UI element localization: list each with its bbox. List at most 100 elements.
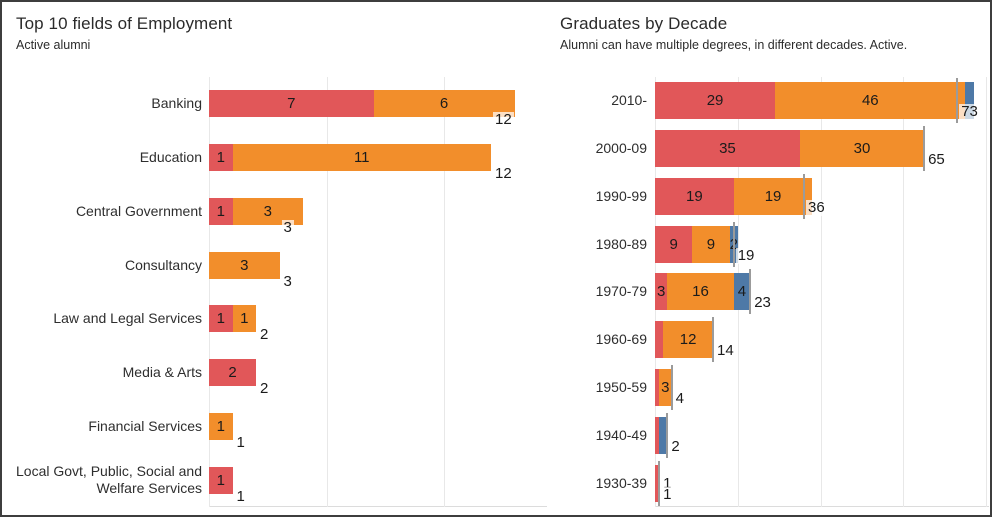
total-reference-line	[956, 78, 959, 124]
bar-row: 1980-8999219	[560, 220, 989, 268]
segment-value-label: 29	[706, 92, 724, 110]
total-reference-line	[712, 317, 714, 363]
bar-segment-orange[interactable]: 12	[663, 321, 713, 359]
total-label: 3	[281, 218, 294, 236]
segment-value-label: 1	[216, 202, 225, 220]
segment-value-label: 7	[287, 95, 296, 113]
gridline	[903, 77, 905, 507]
bar-segment-red[interactable]	[655, 321, 664, 359]
gridline	[820, 77, 822, 507]
stacked-bar: 992	[655, 225, 738, 263]
total-label: 4	[673, 389, 686, 407]
segment-value-label: 46	[861, 92, 879, 110]
bar-segment-orange[interactable]: 3	[209, 251, 280, 279]
category-label: 1960-69	[595, 331, 647, 348]
bar-segment-blue[interactable]	[659, 416, 668, 454]
employment-fields-chart: Top 10 fields of Employment Active alumn…	[16, 12, 550, 512]
bar-segment-red[interactable]: 1	[209, 197, 233, 225]
segment-value-label: 9	[706, 235, 716, 253]
gridline	[326, 77, 328, 507]
bar-segment-red[interactable]: 7	[209, 90, 374, 118]
bar-segment-orange[interactable]: 9	[692, 225, 730, 263]
employment-chart-title: Top 10 fields of Employment	[16, 14, 233, 33]
bar-segment-red[interactable]: 3	[655, 273, 668, 311]
stacked-bar: 3 16 4	[655, 273, 751, 311]
bar-segment-blue[interactable]: 4	[733, 273, 751, 311]
bar-segment-orange[interactable]: 1	[209, 412, 233, 440]
total-reference-line	[666, 412, 669, 458]
stacked-bar: 29 46	[655, 82, 974, 120]
total-reference-line	[732, 221, 735, 267]
bar-segment-red[interactable]: 29	[655, 82, 776, 120]
segment-value-label: 1	[216, 149, 225, 167]
total-label: 65	[926, 151, 947, 169]
stacked-bar	[655, 416, 668, 454]
total-label: 14	[715, 342, 736, 360]
bar-segment-red[interactable]: 19	[655, 177, 734, 215]
bar-segment-orange[interactable]: 6	[373, 90, 515, 118]
bar-row: 2010- 29 46 73	[560, 77, 989, 125]
stacked-bar: 19 19	[655, 177, 813, 215]
total-label: 12	[493, 111, 514, 129]
bar-row: Law and Legal Services 1 1 2	[16, 292, 547, 346]
bar-segment-red[interactable]	[655, 368, 660, 406]
segment-value-label: 1	[216, 310, 225, 328]
bar-segment-red[interactable]	[655, 464, 660, 502]
bar-segment-red[interactable]: 1	[209, 466, 233, 494]
bar-segment-orange[interactable]: 16	[667, 273, 734, 311]
bar-row: 1950-59 3 4	[560, 364, 989, 412]
stacked-bar: 1 11	[209, 144, 491, 172]
category-label: 1940-49	[595, 426, 647, 443]
bar-segment-blue[interactable]	[965, 82, 974, 120]
graduates-by-decade-chart: Graduates by Decade Alumni can have mult…	[560, 12, 990, 512]
stacked-bar: 1	[209, 466, 233, 494]
category-label: 1990-99	[595, 187, 647, 204]
stacked-bar: 1	[209, 412, 233, 440]
bar-segment-orange[interactable]: 30	[799, 130, 925, 168]
bar-segment-red[interactable]: 9	[655, 225, 693, 263]
stacked-bar: 3	[655, 368, 672, 406]
bar-segment-orange[interactable]: 11	[232, 144, 491, 172]
bar-row: Education 1 11 12	[16, 131, 547, 185]
bar-segment-orange[interactable]: 46	[775, 82, 966, 120]
bar-segment-orange[interactable]: 1	[232, 305, 256, 333]
segment-value-label: 9	[669, 235, 678, 253]
bar-segment-orange[interactable]: 19	[733, 177, 813, 215]
category-label: 1970-79	[595, 283, 647, 300]
total-reference-line	[923, 126, 926, 172]
category-label: Central Government	[75, 202, 202, 219]
stacked-bar: 3	[209, 251, 280, 279]
category-label: 1930-39	[595, 474, 647, 491]
bar-row: 1960-69 12 14	[560, 316, 989, 364]
bar-row: Local Govt, Public, Social and Welfare S…	[16, 453, 547, 507]
bar-segment-orange[interactable]: 3	[659, 368, 672, 406]
segment-value-label: 3	[661, 378, 670, 396]
category-label: 1980-89	[595, 235, 647, 252]
total-label: 1	[234, 487, 247, 505]
bar-row: 1930-39 1 1	[560, 459, 989, 507]
bar-segment-red[interactable]: 35	[655, 130, 800, 168]
total-reference-line	[670, 364, 673, 410]
category-label: Local Govt, Public, Social and Welfare S…	[16, 463, 202, 497]
category-label: Financial Services	[88, 417, 202, 434]
stacked-bar: 12	[655, 321, 713, 359]
bar-row: 1970-79 3 16 4 23	[560, 268, 989, 316]
stacked-bar	[655, 464, 660, 502]
bar-segment-red[interactable]: 1	[209, 144, 233, 172]
bar-row: 2000-09 35 30 65	[560, 125, 989, 173]
total-label: 19	[735, 246, 757, 264]
bar-segment-red[interactable]: 2	[209, 359, 256, 387]
segment-value-label: 12	[679, 331, 697, 349]
gridline	[444, 77, 445, 507]
bar-segment-red[interactable]: 1	[209, 305, 233, 333]
bar-row: Central Government 1 3 3	[16, 185, 547, 239]
category-label: 1950-59	[595, 378, 647, 395]
category-label: Law and Legal Services	[53, 310, 202, 327]
bar-row: Financial Services 1 1	[16, 400, 547, 454]
category-label: Consultancy	[124, 256, 202, 273]
total-label: 3	[281, 272, 294, 290]
category-label: Education	[139, 149, 202, 166]
total-label: 2	[258, 380, 271, 398]
bar-segment-red[interactable]	[655, 416, 660, 454]
